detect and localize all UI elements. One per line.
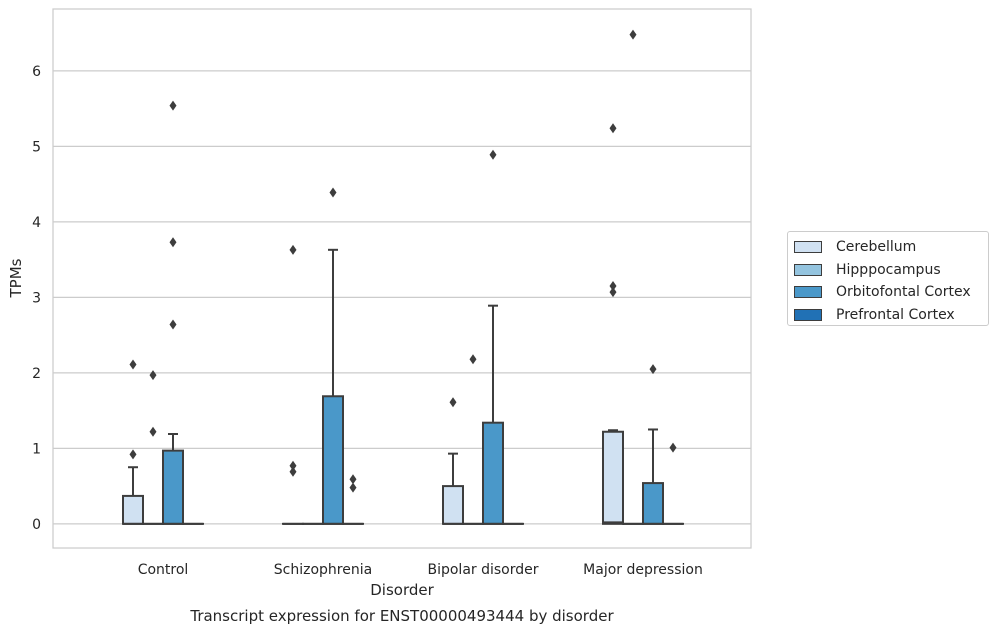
outlier-point bbox=[609, 123, 617, 134]
box bbox=[642, 482, 664, 525]
x-tick-label: Control bbox=[138, 562, 189, 578]
legend-label: Prefrontal Cortex bbox=[836, 306, 955, 323]
box bbox=[602, 430, 624, 525]
chart-title: Transcript expression for ENST0000049344… bbox=[189, 607, 614, 625]
outlier-point bbox=[329, 187, 337, 198]
y-tick-label: 1 bbox=[32, 441, 41, 457]
y-tick-label: 0 bbox=[32, 517, 41, 533]
legend-swatch-hippocampus bbox=[794, 263, 822, 276]
outlier-point bbox=[609, 287, 617, 298]
outlier-point bbox=[289, 460, 297, 471]
box bbox=[122, 494, 144, 525]
boxes bbox=[122, 29, 684, 525]
y-axis-ticks: 0 1 2 3 4 5 6 bbox=[32, 64, 41, 533]
x-tick-label: Major depression bbox=[583, 562, 703, 578]
outlier-point bbox=[629, 29, 637, 40]
outlier-point bbox=[449, 397, 457, 408]
outlier-point bbox=[289, 466, 297, 477]
outlier-point bbox=[129, 359, 137, 370]
legend-label: Orbitofontal Cortex bbox=[836, 284, 971, 301]
box bbox=[482, 421, 504, 525]
box bbox=[162, 449, 184, 525]
outlier-point bbox=[169, 100, 177, 111]
legend-swatch-orbitofrontal-cortex bbox=[794, 286, 822, 299]
y-axis-label: TPMs bbox=[7, 258, 25, 298]
y-tick-label: 6 bbox=[32, 64, 41, 80]
box bbox=[442, 485, 464, 525]
outlier-point bbox=[149, 370, 157, 381]
y-tick-label: 5 bbox=[32, 139, 41, 155]
outlier-point bbox=[649, 364, 657, 375]
outlier-point bbox=[609, 281, 617, 292]
y-tick-label: 3 bbox=[32, 290, 41, 306]
x-tick-label: Schizophrenia bbox=[274, 562, 372, 578]
outlier-point bbox=[349, 474, 357, 485]
legend-item-orbitofrontal-cortex: Orbitofontal Cortex bbox=[794, 281, 982, 304]
legend: Cerebellum Hipppocampus Orbitofontal Cor… bbox=[787, 231, 989, 326]
legend-item-cerebellum: Cerebellum bbox=[794, 236, 982, 259]
legend-item-hippocampus: Hipppocampus bbox=[794, 259, 982, 282]
legend-swatch-cerebellum bbox=[794, 241, 822, 254]
outlier-point bbox=[169, 237, 177, 248]
outlier-point bbox=[169, 319, 177, 330]
box bbox=[322, 395, 344, 525]
outlier-point bbox=[349, 482, 357, 493]
legend-swatch-prefrontal-cortex bbox=[794, 308, 822, 321]
y-tick-label: 4 bbox=[32, 215, 41, 231]
outlier-point bbox=[489, 149, 497, 160]
plot-area bbox=[52, 8, 752, 549]
outlier-point bbox=[129, 449, 137, 460]
x-axis-ticks: Control Schizophrenia Bipolar disorder Majo… bbox=[138, 562, 703, 578]
legend-label: Hipppocampus bbox=[836, 261, 941, 278]
outlier-point bbox=[149, 426, 157, 437]
outlier-point bbox=[289, 244, 297, 255]
outlier-point bbox=[669, 442, 677, 453]
x-axis-label: Disorder bbox=[370, 581, 434, 599]
legend-item-prefrontal-cortex: Prefrontal Cortex bbox=[794, 304, 982, 327]
legend-label: Cerebellum bbox=[836, 239, 917, 256]
y-tick-label: 2 bbox=[32, 366, 41, 382]
outlier-point bbox=[469, 354, 477, 365]
x-tick-label: Bipolar disorder bbox=[427, 562, 538, 578]
